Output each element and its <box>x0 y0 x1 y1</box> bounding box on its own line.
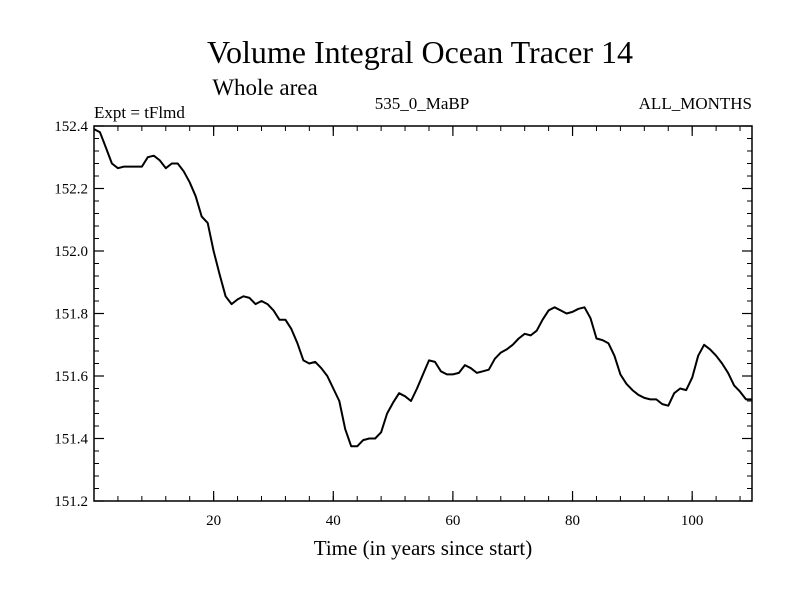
y-tick-label: 151.2 <box>54 494 88 510</box>
months-label: ALL_MONTHS <box>639 94 752 113</box>
x-axis-ticks <box>117 126 741 501</box>
chart-title: Volume Integral Ocean Tracer 14 <box>207 34 633 70</box>
x-tick-label: 20 <box>206 513 221 529</box>
experiment-label: Expt = tFlmd <box>94 103 185 122</box>
y-tick-label: 152.4 <box>54 119 88 135</box>
chart-subtitle: Whole area <box>212 75 317 100</box>
x-tick-label: 60 <box>445 513 460 529</box>
y-tick-label: 151.6 <box>54 369 88 385</box>
y-axis-ticks <box>94 125 752 502</box>
y-tick-label: 151.4 <box>54 432 88 448</box>
period-label: 535_0_MaBP <box>375 94 469 113</box>
x-tick-label: 80 <box>565 513 580 529</box>
y-tick-label: 152.0 <box>54 244 88 260</box>
y-axis-labels: 151.2 151.4 151.6 151.8 152.0 152.2 152.4 <box>54 119 88 510</box>
x-axis-labels: 20 40 60 80 100 <box>206 513 703 529</box>
x-axis-title: Time (in years since start) <box>314 536 533 560</box>
plot-frame <box>93 125 753 502</box>
x-tick-label: 100 <box>681 513 704 529</box>
y-tick-label: 151.8 <box>54 307 88 323</box>
y-tick-label: 152.2 <box>54 182 88 198</box>
series-line <box>93 128 752 448</box>
x-tick-label: 40 <box>326 513 341 529</box>
